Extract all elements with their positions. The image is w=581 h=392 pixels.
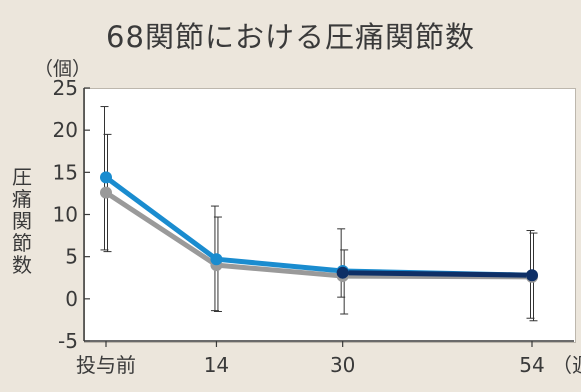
data-point-2 (526, 269, 538, 282)
y-unit-label: （個） (34, 58, 92, 80)
data-point-0 (210, 253, 223, 266)
y-tick-label: 25 (53, 76, 78, 100)
x-tick-label: 投与前 (76, 353, 136, 377)
chart-title: 68関節における圧痛関節数 (106, 20, 475, 54)
data-point-1 (100, 186, 112, 199)
y-tick-label: 20 (53, 118, 78, 142)
y-tick-label: 5 (65, 245, 78, 269)
y-axis-label: 圧痛関節数 (12, 165, 32, 277)
series-line-1 (103, 190, 535, 280)
plot-area (84, 88, 576, 343)
data-point-0 (100, 171, 112, 184)
y-tick-label: 15 (53, 160, 78, 184)
y-tick-label: 10 (53, 203, 78, 227)
x-tick-label: 30 (330, 353, 355, 377)
x-unit-label: （週） (552, 353, 581, 377)
x-tick-label: 54 (519, 353, 544, 377)
series-line-0 (103, 174, 535, 278)
y-tick-label: 0 (65, 287, 78, 311)
data-point-2 (336, 266, 349, 279)
x-tick-label: 14 (204, 353, 229, 377)
y-tick-label: -5 (58, 329, 78, 353)
series-line-2 (340, 270, 535, 278)
